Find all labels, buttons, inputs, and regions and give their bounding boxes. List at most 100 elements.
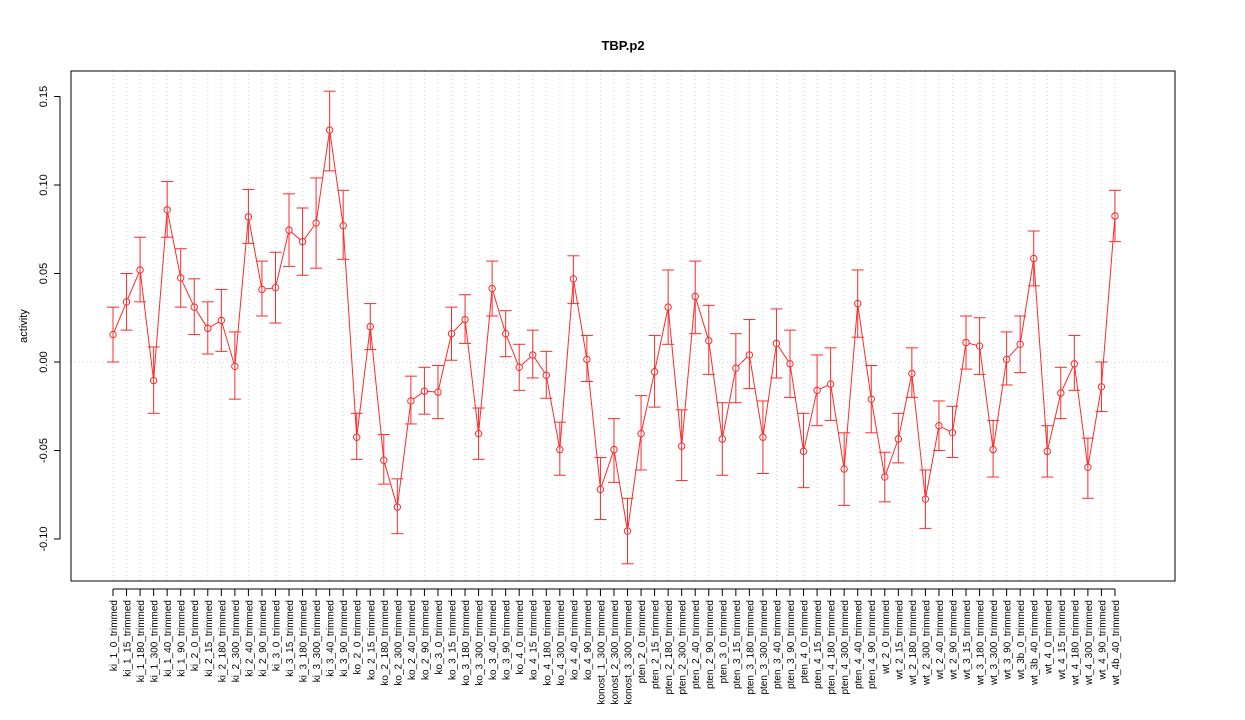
data-point xyxy=(650,368,659,376)
series-line-segment xyxy=(1020,261,1034,342)
data-point xyxy=(298,237,307,246)
data-point xyxy=(271,283,280,292)
x-tick-label: ki_3_300_trimmed xyxy=(312,600,323,682)
data-point xyxy=(759,433,767,441)
data-point xyxy=(529,351,537,359)
x-tick-label: ko_2_90_trimmed xyxy=(420,600,431,680)
x-tick-label: pten_2_300_trimmed xyxy=(678,600,689,695)
x-tick-label: pten_4_15_trimmed xyxy=(813,600,824,689)
data-point xyxy=(935,422,943,430)
x-tick-label: konost_2_300_trimmed xyxy=(610,600,621,705)
data-point xyxy=(908,369,916,378)
data-point xyxy=(799,447,808,456)
series-line-segment xyxy=(911,376,926,497)
data-point xyxy=(705,337,713,345)
x-tick-label: ko_4_0_trimmed xyxy=(515,600,526,674)
x-tick-label: ko_4_180_trimmed xyxy=(542,600,553,686)
data-point xyxy=(772,339,781,348)
series-line-segment xyxy=(1047,395,1061,449)
x-tick-label: wt_4_300_trimmed xyxy=(1084,600,1095,686)
x-tick-label: wt_4_15_trimmed xyxy=(1057,600,1068,680)
x-tick-label: pten_3_180_trimmed xyxy=(745,600,756,695)
x-tick-label: wt_3b_40_trimmed xyxy=(1030,600,1041,686)
series-line-segment xyxy=(1008,346,1019,358)
x-tick-label: wt_3_180_trimmed xyxy=(976,600,987,686)
y-tick-label: -0.05 xyxy=(38,438,50,463)
x-tick-label: wt_2_90_trimmed xyxy=(948,600,959,680)
series-line-segment xyxy=(722,371,736,436)
series-line-segment xyxy=(342,228,358,435)
x-tick-label: ko_3_40_trimmed xyxy=(488,600,499,680)
data-point xyxy=(542,371,550,379)
x-tick-label: ko_2_180_trimmed xyxy=(380,600,391,686)
data-point xyxy=(1070,360,1079,368)
data-point xyxy=(1016,340,1024,348)
data-point xyxy=(366,322,374,331)
data-point xyxy=(1057,389,1065,397)
data-point xyxy=(474,429,483,438)
x-tick-label: wt_4_90_trimmed xyxy=(1097,600,1108,680)
x-tick-label: pten_4_180_trimmed xyxy=(827,600,838,695)
series-line-segment xyxy=(384,463,397,505)
data-point xyxy=(894,435,903,443)
data-point xyxy=(664,303,672,311)
data-point xyxy=(637,429,645,438)
data-point xyxy=(596,485,605,494)
data-point xyxy=(312,219,320,227)
x-tick-label: ki_3_15_trimmed xyxy=(285,600,296,677)
data-point xyxy=(1111,212,1119,220)
data-point xyxy=(921,495,930,503)
series-line-segment xyxy=(708,343,723,436)
data-point xyxy=(1097,383,1106,391)
series-line-segment xyxy=(397,404,411,505)
x-tick-label: wt_2_0_trimmed xyxy=(881,600,892,675)
series-line-layer xyxy=(113,133,1116,528)
y-tick-label: 0.05 xyxy=(38,263,50,284)
x-tick-label: ko_4_40_trimmed xyxy=(569,600,580,680)
data-point xyxy=(136,266,144,274)
x-tick-label: konost_3_300_trimmed xyxy=(624,600,635,705)
x-tick-label: ki_2_180_trimmed xyxy=(217,600,228,682)
data-point xyxy=(677,442,686,450)
points-layer xyxy=(109,126,1119,535)
data-point xyxy=(420,387,429,395)
x-tick-label: pten_3_90_trimmed xyxy=(786,600,797,689)
x-tick-label: pten_3_15_trimmed xyxy=(732,600,743,689)
data-point xyxy=(610,445,618,454)
x-tick-label: ki_3_0_trimmed xyxy=(271,600,282,671)
x-tick-label: ki_1_90_trimmed xyxy=(177,600,188,677)
x-tick-label: pten_2_40_trimmed xyxy=(691,600,702,689)
x-tick-label: ko_2_300_trimmed xyxy=(393,600,404,686)
x-tick-label: ko_4_90_trimmed xyxy=(583,600,594,680)
x-tick-label: ki_3_90_trimmed xyxy=(339,600,350,677)
series-line-segment xyxy=(1101,219,1116,384)
x-tick-label: ko_4_300_trimmed xyxy=(556,600,567,686)
data-point xyxy=(163,206,171,214)
series-line-segment xyxy=(898,376,912,436)
data-point xyxy=(1002,355,1011,364)
series-line-segment xyxy=(1061,366,1074,391)
x-tick-label: pten_2_180_trimmed xyxy=(664,600,675,695)
series-line-segment xyxy=(586,362,601,487)
series-line-segment xyxy=(370,329,384,458)
data-point xyxy=(217,316,226,325)
x-tick-label: ki_1_0_trimmed xyxy=(109,600,120,671)
data-point xyxy=(258,285,266,294)
y-axis: -0.10 -0.05 0.00 0.05 0.10 0.15 xyxy=(38,86,61,552)
series-line-segment xyxy=(843,306,858,466)
series-line-segment xyxy=(534,357,545,373)
x-tick-label: wt_3_90_trimmed xyxy=(1003,600,1014,680)
series-line-segment xyxy=(952,345,967,430)
series-line-segment xyxy=(654,310,668,369)
series-line-segment xyxy=(291,231,301,240)
data-point xyxy=(109,330,117,339)
x-tick-label: ki_1_40_trimmed xyxy=(163,600,174,677)
series-line-segment xyxy=(521,356,531,366)
y-tick-label: 0.15 xyxy=(38,86,50,107)
x-tick-label: pten_3_40_trimmed xyxy=(772,600,783,689)
data-point xyxy=(854,299,862,308)
series-line-segment xyxy=(506,336,519,365)
data-point xyxy=(501,329,510,338)
series-line-segment xyxy=(113,304,126,332)
data-point xyxy=(353,433,361,441)
